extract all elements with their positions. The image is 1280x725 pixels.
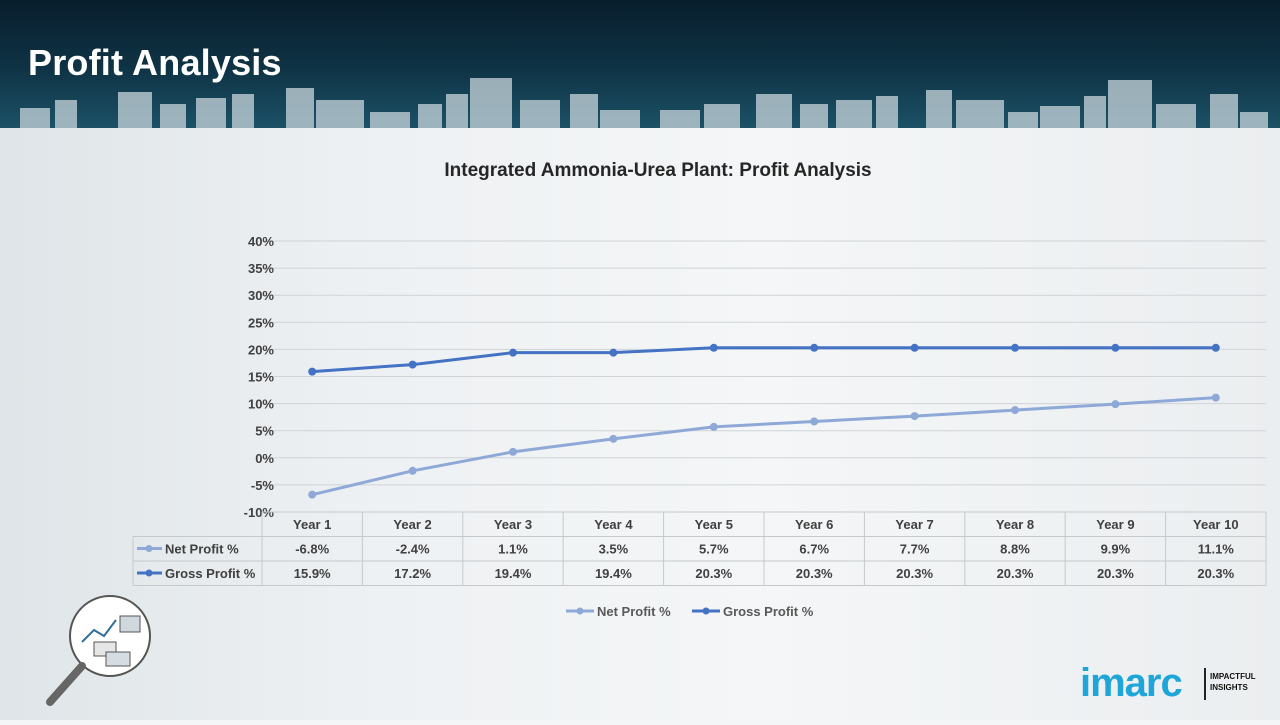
table-legend-marker-gross-profit — [145, 569, 153, 577]
y-tick-label: 30% — [248, 288, 274, 303]
x-tick-label: Year 7 — [895, 517, 933, 532]
data-label: 11.1% — [1198, 542, 1235, 557]
data-label: 8.8% — [1000, 542, 1030, 557]
data-label: 19.4% — [595, 566, 632, 581]
data-label: -6.8% — [295, 542, 329, 557]
data-label: 20.3% — [997, 566, 1034, 581]
legend-marker-net-profit — [576, 607, 584, 615]
y-tick-label: 15% — [248, 370, 274, 385]
data-label: 20.3% — [896, 566, 933, 581]
chart-series — [308, 343, 1220, 499]
background-image — [0, 128, 1280, 720]
legend-label-net-profit: Net Profit % — [597, 604, 671, 619]
data-label: 6.7% — [799, 542, 829, 557]
data-label: 19.4% — [495, 566, 532, 581]
data-label: 20.3% — [796, 566, 833, 581]
data-point — [509, 348, 517, 357]
logo-tagline-line1: IMPACTFUL — [1210, 672, 1256, 681]
data-label: 1.1% — [498, 542, 528, 557]
logo-tagline: IMPACTFUL INSIGHTS — [1210, 671, 1270, 693]
x-tick-label: Year 6 — [795, 517, 833, 532]
y-tick-label: 20% — [248, 342, 274, 357]
x-tick-label: Year 8 — [996, 517, 1034, 532]
data-point — [910, 412, 919, 421]
data-label: 15.9% — [294, 566, 331, 581]
x-tick-label: Year 9 — [1096, 517, 1134, 532]
chart-legend: Net Profit % Gross Profit % — [566, 604, 814, 619]
data-label: 9.9% — [1101, 542, 1131, 557]
imarc-logo: imarc IMPACTFUL INSIGHTS — [1080, 660, 1270, 710]
data-point — [1211, 393, 1220, 402]
data-point — [810, 417, 819, 426]
data-point — [308, 367, 317, 376]
y-tick-label: -10% — [244, 505, 275, 520]
profit-analysis-chart: Integrated Ammonia-Urea Plant: Profit An… — [132, 160, 1267, 619]
x-tick-label: Year 2 — [393, 517, 431, 532]
header-banner: Profit Analysis — [0, 0, 1280, 128]
y-tick-label: 10% — [248, 397, 274, 412]
data-label: -2.4% — [396, 542, 430, 557]
x-tick-label: Year 4 — [594, 517, 633, 532]
page-title: Profit Analysis — [28, 42, 282, 83]
y-tick-label: -5% — [251, 478, 275, 493]
logo-wordmark: imarc — [1080, 661, 1183, 705]
data-point — [609, 348, 618, 357]
y-tick-label: 35% — [248, 261, 274, 276]
data-point — [1011, 406, 1019, 415]
series-line-gross-profit — [312, 346, 1216, 374]
series-line-net-profit — [311, 396, 1216, 497]
legend-label-gross-profit: Gross Profit % — [723, 604, 814, 619]
legend-marker-gross-profit — [702, 607, 710, 615]
data-point — [709, 422, 718, 431]
data-point — [408, 466, 417, 475]
data-label: 3.5% — [599, 542, 629, 557]
data-point — [1111, 343, 1120, 352]
x-tick-label: Year 3 — [494, 517, 532, 532]
data-point — [609, 434, 618, 443]
data-point — [1111, 400, 1120, 409]
data-label: 7.7% — [900, 542, 930, 557]
y-tick-label: 25% — [248, 315, 274, 330]
x-tick-label: Year 5 — [695, 517, 733, 532]
chart-title: Integrated Ammonia-Urea Plant: Profit An… — [444, 160, 871, 181]
data-point — [709, 343, 718, 352]
data-point — [1211, 343, 1220, 352]
y-axis-ticks: 40% 35% 30% 25% 20% 15% 10% 5% 0% -5% -10% — [244, 234, 275, 520]
chart-data-table: Year 1 Year 2 Year 3 Year 4 Year 5 Year 6 Year… — [132, 511, 1267, 586]
data-label: 20.3% — [1097, 566, 1134, 581]
data-point — [810, 343, 819, 352]
data-point — [1011, 343, 1019, 352]
city-skyline-decoration — [20, 78, 1268, 128]
y-tick-label: 0% — [255, 451, 274, 466]
data-label: 20.3% — [695, 566, 732, 581]
data-label: 17.2% — [394, 566, 431, 581]
data-point — [509, 447, 517, 456]
analysis-magnifier-icon — [46, 590, 156, 720]
x-tick-label: Year 1 — [293, 517, 331, 532]
y-tick-label: 40% — [248, 234, 274, 249]
y-tick-label: 5% — [255, 424, 274, 439]
data-label: 5.7% — [699, 542, 729, 557]
table-row-label-net-profit: Net Profit % — [165, 542, 239, 557]
table-legend-marker-net-profit — [145, 545, 153, 552]
logo-tagline-line2: INSIGHTS — [1210, 683, 1248, 692]
table-row-label-gross-profit: Gross Profit % — [165, 566, 256, 581]
data-point — [308, 490, 317, 499]
data-label: 20.3% — [1197, 566, 1234, 581]
data-point — [408, 360, 417, 369]
data-point — [910, 343, 919, 352]
x-tick-label: Year 10 — [1193, 517, 1239, 532]
logo-divider — [1204, 668, 1206, 700]
